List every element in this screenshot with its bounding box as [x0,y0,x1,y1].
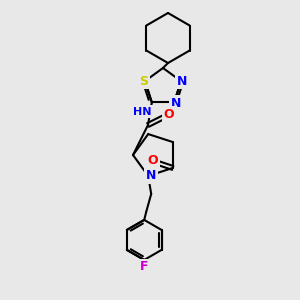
Text: N: N [146,169,156,182]
Text: S: S [140,75,148,88]
Text: N: N [177,75,187,88]
Text: O: O [164,107,174,121]
Text: F: F [140,260,148,273]
Text: O: O [148,154,158,167]
Text: HN: HN [133,107,151,117]
Text: N: N [171,97,181,110]
